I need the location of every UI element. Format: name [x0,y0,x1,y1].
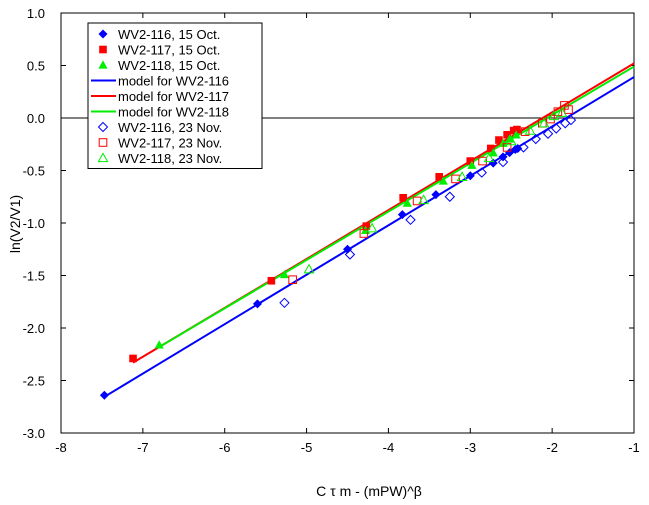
data-point [431,190,441,200]
x-tick-label: -7 [137,440,149,455]
x-tick-label: -6 [219,440,231,455]
legend-label: model for WV2-118 [118,105,229,120]
legend-marker-swatch [98,29,108,39]
data-point [495,136,503,144]
legend-label: WV2-117, 15 Oct. [118,43,220,58]
y-tick-label: -0.5 [23,164,45,179]
x-tick-label: -2 [546,440,558,455]
data-point [279,297,290,309]
y-tick-label: -2.0 [23,321,45,336]
data-point [565,114,577,126]
y-tick-label: -1.0 [23,216,45,231]
data-point [303,263,315,274]
data-point [288,275,297,284]
data-point [362,222,371,230]
data-point [542,128,554,139]
data-point [359,229,369,238]
data-point [486,144,495,153]
legend-marker-swatch [97,152,109,163]
data-point [344,249,356,260]
x-tick-label: -4 [383,440,395,455]
data-point [466,157,475,165]
y-tick-label: 0.5 [27,59,45,74]
data-point [478,156,487,166]
legend-marker-swatch [99,45,107,54]
data-point [556,107,568,117]
legend-label: WV2-116, 15 Oct. [118,27,220,42]
data-point [546,114,555,124]
data-point [451,174,460,184]
legend-box [87,22,263,169]
data-point [343,244,352,254]
data-point [435,173,443,181]
data-point [520,127,530,136]
data-point [498,138,508,147]
data-point [438,176,448,185]
data-point [488,158,498,168]
data-point [444,191,456,202]
data-point [511,130,521,139]
data-point [399,194,407,202]
x-tick-label: -5 [301,440,313,455]
data-point [483,152,495,163]
data-point [99,390,109,400]
model-line [103,76,635,399]
data-point [467,160,477,169]
legend-label: WV2-117, 23 Nov. [118,136,222,151]
legend-marker-swatch [97,121,109,133]
data-point [154,340,164,349]
data-point [548,110,560,121]
legend-label: WV2-118, 23 Nov. [118,151,222,166]
data-point [279,269,290,279]
data-point [418,194,430,205]
series-diamond-open [279,114,577,309]
data-point [488,148,498,157]
data-point [402,198,412,207]
data-point [503,131,511,139]
y-axis-title: ln(V2/V1) [7,195,23,253]
y-tick-label: 0.0 [27,111,45,126]
data-point [252,299,262,309]
legend-marker-swatch [98,138,108,147]
legend-label: WV2-116, 23 Nov. [118,120,222,135]
data-point [397,210,407,220]
x-tick-label: -3 [465,440,477,455]
legend-label: model for WV2-116 [118,74,229,89]
x-tick-label: -8 [55,440,67,455]
data-point [505,135,517,146]
legend-label: model for WV2-117 [118,89,229,104]
data-point [366,222,378,233]
data-point [476,167,487,178]
series-triangle-open [303,107,568,274]
data-point [498,152,508,162]
data-point [456,171,468,181]
data-point [267,276,276,285]
data-point [530,133,541,145]
data-point [538,117,550,128]
legend-label: WV2-118, 15 Oct. [118,58,220,73]
x-axis-title: C τ m - (mPW)^β [316,483,422,499]
data-point [405,214,416,226]
legend-marker-swatch [98,60,108,69]
data-point [497,156,509,168]
y-tick-label: -3.0 [23,426,45,441]
data-point [518,142,529,153]
data-point [465,171,475,181]
data-point [129,354,137,363]
data-point [551,123,562,134]
y-tick-label: -2.5 [23,374,45,389]
y-tick-label: -1.5 [23,269,45,284]
y-tick-label: 1.0 [27,6,45,21]
x-tick-label: -1 [628,440,640,455]
series-group [99,62,635,400]
data-point [564,105,573,114]
legend: WV2-116, 15 Oct.WV2-117, 15 Oct.WV2-118,… [87,22,263,169]
series-square-filled [129,125,521,363]
data-point [513,125,521,134]
axes: -8 -7 -6 -5 -4 -3 -2 -1 1.0 0.5 0.0 -0.5 -1.0 -1.5 -2.… [23,6,640,455]
data-point [524,124,536,135]
